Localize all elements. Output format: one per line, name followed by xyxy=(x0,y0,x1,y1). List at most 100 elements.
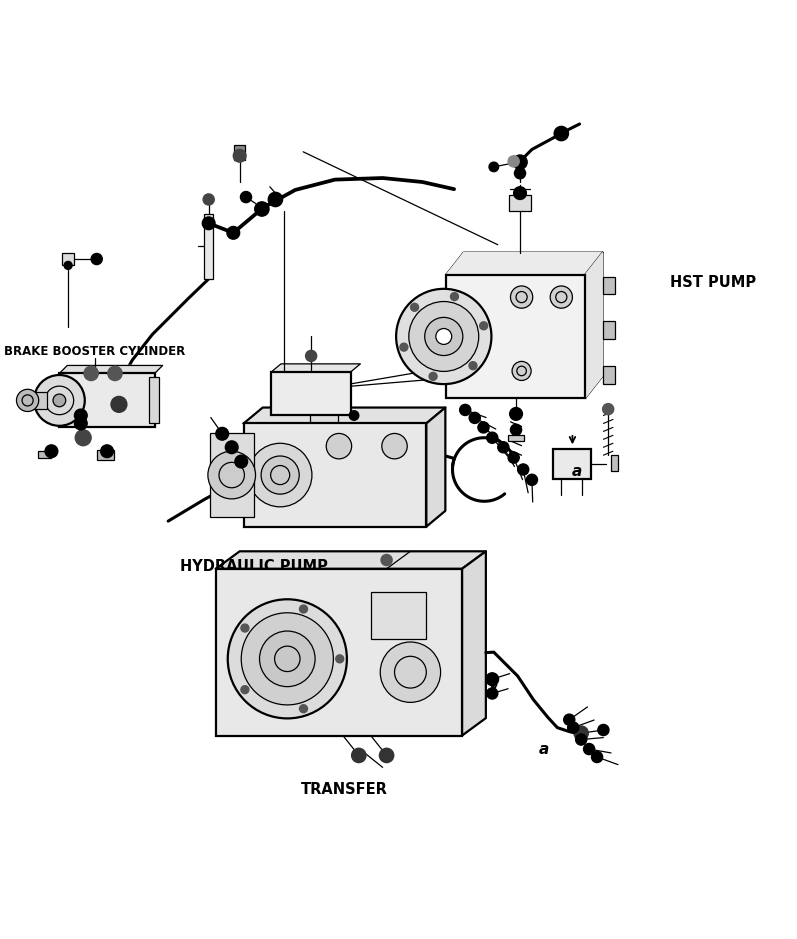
Circle shape xyxy=(469,412,481,423)
Circle shape xyxy=(583,744,595,755)
Circle shape xyxy=(550,286,572,308)
Bar xyxy=(210,433,254,517)
Text: a: a xyxy=(539,742,549,757)
Bar xyxy=(96,451,114,460)
Bar xyxy=(426,292,452,380)
Circle shape xyxy=(64,261,72,269)
Text: HST PUMP: HST PUMP xyxy=(670,275,756,290)
Text: HYDRAULIC PUMP: HYDRAULIC PUMP xyxy=(180,559,328,574)
Text: a: a xyxy=(571,464,582,479)
Circle shape xyxy=(203,194,214,205)
Polygon shape xyxy=(216,551,486,569)
Circle shape xyxy=(305,350,316,362)
Circle shape xyxy=(108,366,122,380)
Circle shape xyxy=(235,455,248,468)
Polygon shape xyxy=(244,408,446,423)
Circle shape xyxy=(400,343,408,351)
Circle shape xyxy=(396,289,492,384)
Polygon shape xyxy=(585,253,603,398)
Bar xyxy=(553,449,591,479)
Circle shape xyxy=(603,404,614,415)
Bar xyxy=(603,277,615,294)
Circle shape xyxy=(208,452,256,499)
Circle shape xyxy=(380,642,441,702)
Circle shape xyxy=(351,748,366,762)
Circle shape xyxy=(100,445,113,457)
Circle shape xyxy=(241,624,249,632)
Circle shape xyxy=(591,751,603,762)
Circle shape xyxy=(487,432,498,443)
Circle shape xyxy=(511,286,532,308)
Circle shape xyxy=(260,631,315,686)
Text: BRAKE BOOSTER CYLINDER: BRAKE BOOSTER CYLINDER xyxy=(4,346,185,359)
Circle shape xyxy=(326,434,351,459)
Circle shape xyxy=(17,390,39,411)
Circle shape xyxy=(512,362,531,380)
Bar xyxy=(371,593,426,639)
Bar xyxy=(204,214,214,279)
Bar xyxy=(446,275,585,398)
Circle shape xyxy=(489,162,499,172)
Circle shape xyxy=(478,422,489,433)
Circle shape xyxy=(429,373,437,380)
Circle shape xyxy=(510,408,522,421)
Circle shape xyxy=(269,192,283,207)
Circle shape xyxy=(111,396,127,412)
Circle shape xyxy=(216,427,229,440)
Circle shape xyxy=(526,474,537,485)
Circle shape xyxy=(227,226,240,239)
Circle shape xyxy=(84,366,98,380)
Circle shape xyxy=(480,322,488,330)
Bar xyxy=(309,405,338,426)
Circle shape xyxy=(34,375,84,425)
Bar xyxy=(603,321,615,339)
Circle shape xyxy=(574,726,588,740)
Circle shape xyxy=(513,187,526,199)
Bar xyxy=(38,452,51,458)
Bar xyxy=(272,372,351,415)
Circle shape xyxy=(450,293,458,300)
Circle shape xyxy=(300,605,308,613)
Circle shape xyxy=(508,452,519,463)
Circle shape xyxy=(202,217,215,230)
Circle shape xyxy=(241,685,249,694)
Circle shape xyxy=(45,445,57,457)
Circle shape xyxy=(410,303,418,311)
Circle shape xyxy=(336,654,344,663)
Circle shape xyxy=(241,192,252,203)
Circle shape xyxy=(261,456,299,494)
Polygon shape xyxy=(446,253,603,275)
Circle shape xyxy=(514,168,525,178)
Polygon shape xyxy=(462,551,486,735)
Circle shape xyxy=(517,464,528,475)
Polygon shape xyxy=(426,408,446,527)
Circle shape xyxy=(226,441,238,454)
Circle shape xyxy=(567,722,579,733)
Bar xyxy=(32,392,48,409)
Circle shape xyxy=(508,156,519,167)
Bar xyxy=(59,374,155,427)
Circle shape xyxy=(382,434,407,459)
Polygon shape xyxy=(59,365,163,374)
Circle shape xyxy=(74,417,87,430)
Bar xyxy=(244,423,426,527)
Bar xyxy=(603,366,615,384)
Circle shape xyxy=(91,254,102,265)
Bar xyxy=(508,435,524,441)
Circle shape xyxy=(469,362,477,370)
Circle shape xyxy=(255,202,269,216)
Circle shape xyxy=(249,443,312,507)
Circle shape xyxy=(241,613,333,705)
Circle shape xyxy=(379,748,394,762)
Circle shape xyxy=(349,410,359,421)
Circle shape xyxy=(74,409,87,422)
Circle shape xyxy=(554,127,568,141)
Circle shape xyxy=(511,424,521,436)
Bar xyxy=(509,195,531,211)
Circle shape xyxy=(460,405,471,415)
Circle shape xyxy=(228,599,347,718)
Circle shape xyxy=(486,673,499,685)
Circle shape xyxy=(563,715,575,725)
Circle shape xyxy=(598,725,609,735)
Circle shape xyxy=(300,705,308,713)
